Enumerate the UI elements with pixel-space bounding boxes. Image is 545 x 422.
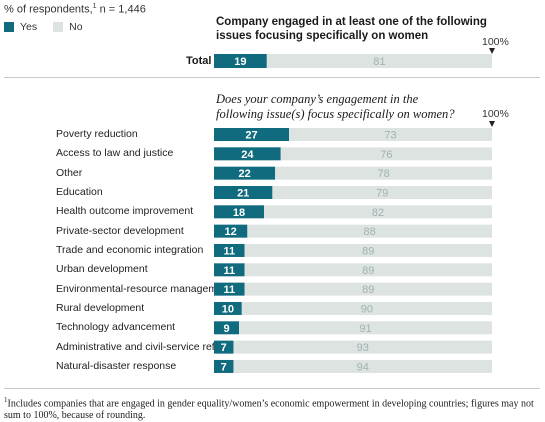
issue-label-trade-and-economic-integration: Trade and economic integration [56,243,204,256]
value-yes-administrative-and-civil-service-reform: 7 [221,342,227,354]
legend-label-yes: Yes [20,21,38,33]
issues-100-percent-marker [489,121,495,127]
value-yes-private-sector-development: 12 [225,226,237,238]
value-no-poverty-reduction: 73 [384,130,396,142]
value-no-education: 79 [376,187,388,199]
value-yes-poverty-reduction: 27 [245,130,257,142]
issue-label-private-sector-development: Private-sector development [56,224,184,237]
issue-label-health-outcome-improvement: Health outcome improvement [56,205,194,218]
value-no-trade-and-economic-integration: 89 [362,245,374,257]
bar-no-private-sector-development [247,224,492,238]
respondents-count: n = 1,446 [96,3,146,16]
respondents-prefix: % of respondents, [4,3,93,16]
value-no-administrative-and-civil-service-reform: 93 [357,342,369,354]
footnote-text: Includes companies that are engaged in g… [4,398,534,422]
legend-swatch-no [53,22,64,32]
bar-no-urban-development [244,263,492,277]
legend-item-no: No [53,21,83,33]
issue-label-administrative-and-civil-service-reform: Administrative and civil-service reform [56,340,233,353]
bar-no-poverty-reduction [289,128,492,141]
bar-no-trade-and-economic-integration [244,243,492,257]
bar-yes-total [214,54,267,68]
value-yes-technology-advancement: 9 [223,323,229,335]
value-no-environmental-resource-management: 89 [362,284,374,296]
bar-yes-natural-disaster-response [214,359,234,373]
value-no-other: 78 [377,168,389,180]
value-yes-total: 19 [234,56,246,68]
respondents-note: % of respondents,1 n = 1,446 [4,3,146,16]
value-no-technology-advancement: 91 [359,323,371,335]
bar-yes-other [214,166,276,180]
issue-label-access-to-law-and-justice: Access to law and justice [56,147,174,160]
bar-yes-education [214,185,273,199]
bar-no-other [275,166,492,180]
bar-yes-private-sector-development [214,224,248,238]
value-yes-health-outcome-improvement: 18 [233,207,245,219]
bar-yes-rural-development [214,301,242,315]
issue-label-rural-development: Rural development [56,301,145,314]
value-yes-environmental-resource-management: 11 [223,284,235,296]
legend-item-yes: Yes [4,21,37,33]
footnote: 1Includes companies that are engaged in … [4,394,540,422]
issue-label-natural-disaster-response: Natural-disaster response [56,359,177,372]
value-no-private-sector-development: 88 [364,226,376,238]
bar-no-technology-advancement [239,321,492,335]
bar-yes-urban-development [214,263,245,277]
divider-bottom [4,388,540,389]
value-yes-urban-development: 11 [223,265,235,277]
bar-no-environmental-resource-management [244,282,492,296]
issue-label-technology-advancement: Technology advancement [56,321,176,334]
bar-no-administrative-and-civil-service-reform [233,340,492,354]
legend-label-no: No [69,21,83,33]
value-no-urban-development: 89 [362,265,374,277]
divider-top [4,77,540,78]
total-100-percent-label: 100% [482,36,509,48]
bar-no-rural-development [241,301,492,315]
issue-label-education: Education [56,185,103,198]
legend: Yes No [4,21,99,33]
issues-100-percent-label: 100% [482,108,509,120]
bar-no-total [266,54,492,68]
bar-no-natural-disaster-response [233,359,492,373]
total-100-percent-marker [489,48,495,54]
bar-no-health-outcome-improvement [264,205,492,219]
bar-yes-administrative-and-civil-service-reform [214,340,234,354]
bar-no-education [272,185,492,199]
value-no-total: 81 [373,56,385,68]
value-no-health-outcome-improvement: 82 [372,207,384,219]
total-chart-title: Company engaged in at least one of the f… [216,16,487,42]
value-yes-other: 22 [238,168,250,180]
value-yes-education: 21 [237,187,249,199]
bar-yes-access-to-law-and-justice [214,147,281,161]
value-yes-rural-development: 10 [222,303,234,315]
footnote-marker: 1 [4,396,8,404]
issues-chart-title: Does your company’s engagement in the fo… [216,92,455,121]
value-no-access-to-law-and-justice: 76 [380,149,392,161]
issue-label-environmental-resource-management: Environmental-resource management [56,282,232,295]
respondents-footnote-marker: 1 [92,3,97,10]
value-yes-access-to-law-and-justice: 24 [241,149,254,161]
issue-label-other: Other [56,166,83,179]
issue-label-poverty-reduction: Poverty reduction [56,128,138,140]
bar-yes-trade-and-economic-integration [214,243,245,257]
value-no-rural-development: 90 [361,303,373,315]
value-yes-natural-disaster-response: 7 [221,361,227,373]
bar-yes-poverty-reduction [214,128,290,141]
legend-swatch-yes [4,22,14,32]
bar-yes-technology-advancement [214,321,240,335]
bar-yes-health-outcome-improvement [214,205,265,219]
total-label: Total [186,55,212,67]
bar-yes-environmental-resource-management [214,282,245,296]
bar-no-access-to-law-and-justice [280,147,492,161]
value-no-natural-disaster-response: 94 [357,361,369,373]
issue-label-urban-development: Urban development [56,263,148,276]
value-yes-trade-and-economic-integration: 11 [223,245,235,257]
